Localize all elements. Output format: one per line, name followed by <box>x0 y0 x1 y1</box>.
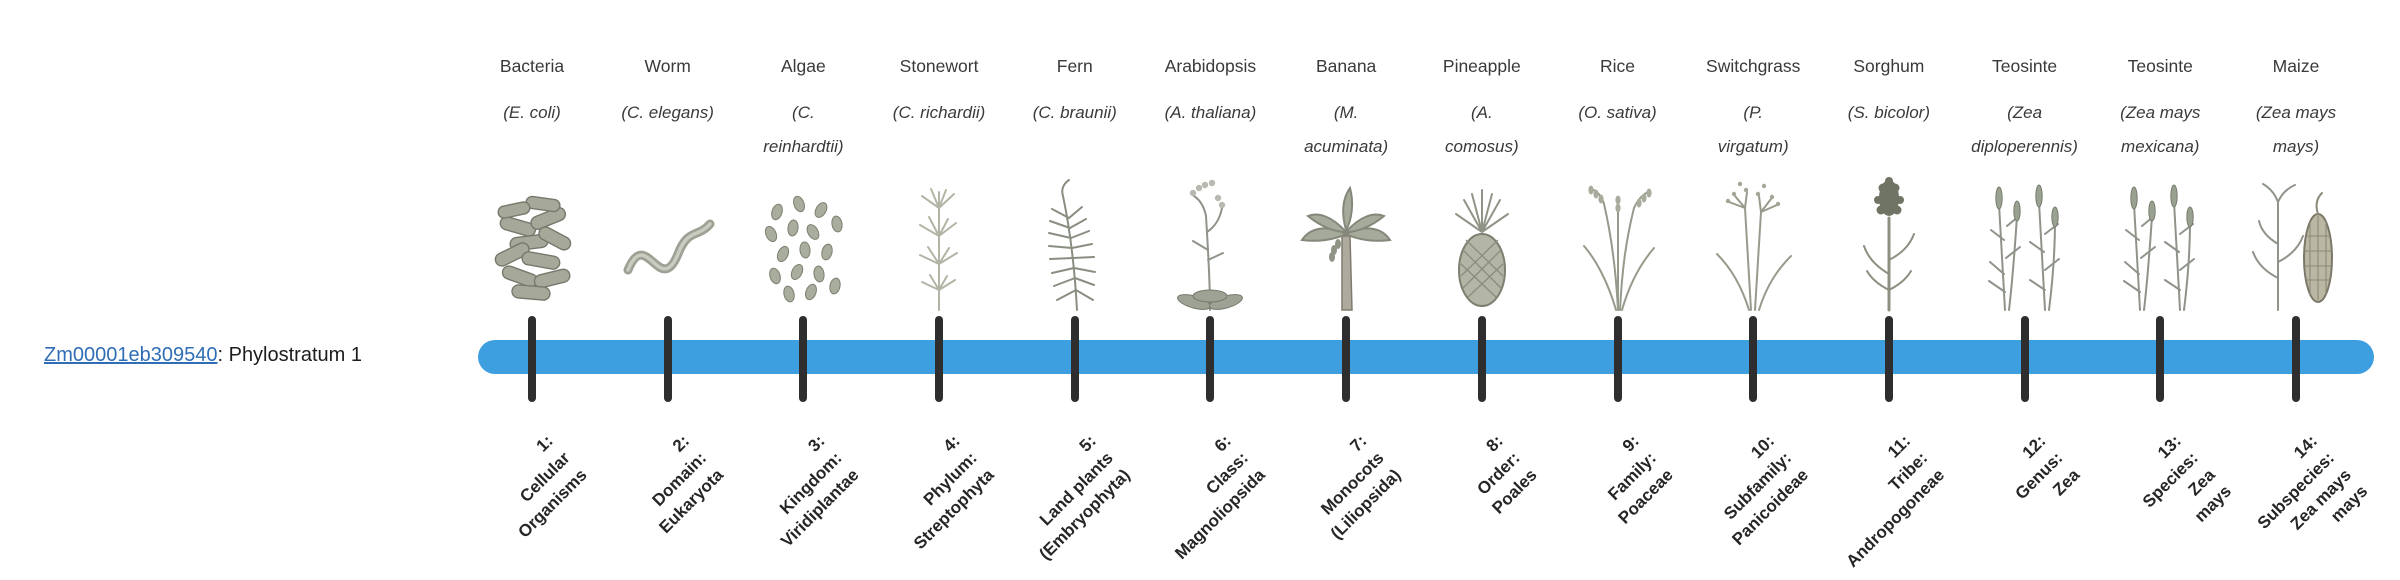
organism-name: Rice <box>1600 56 1636 76</box>
organism-scientific-name: (E. coli) <box>503 103 561 122</box>
phylostratum-tick <box>1070 316 1079 402</box>
organism-scientific-name: (A. thaliana) <box>1164 103 1257 122</box>
rice-icon <box>1566 172 1670 314</box>
organism-name: Fern <box>1056 56 1093 76</box>
organism-name: Bacteria <box>499 56 565 76</box>
fern-icon <box>1023 172 1127 314</box>
worm-icon <box>616 172 720 314</box>
phylostratum-label: 6: Class: Magnoliopsida <box>1171 431 1269 563</box>
phylostratum-label: 11: Tribe: Andropogoneae <box>1841 431 1948 571</box>
phylostratum-tick <box>2020 316 2029 402</box>
phylostratum-label: 8: Order: Poales <box>1473 431 1541 518</box>
phylostratum-tick <box>1749 316 1758 402</box>
organism-scientific-name: (A. comosus) <box>1444 103 1519 156</box>
organism-scientific-name: (C. richardii) <box>892 103 986 122</box>
organism-name: Arabidopsis <box>1164 56 1257 76</box>
phylostratum-label: 3: Kingdom: Viridiplantae <box>775 431 862 551</box>
organism-scientific-name: (C. braunii) <box>1032 103 1117 122</box>
phylostratum-label: 4: Phylum: Streptophyta <box>910 431 998 553</box>
gene-label: Zm00001eb309540: Phylostratum 1 <box>44 344 362 367</box>
organism-scientific-name: (O. sativa) <box>1578 103 1657 122</box>
organism-name: Switchgrass <box>1706 56 1801 76</box>
phylostratum-label: 5: Land plants (Embryophyta) <box>1035 431 1134 564</box>
organism-name: Banana <box>1315 56 1377 76</box>
organism-name: Algae <box>780 56 826 76</box>
organism-name: Worm <box>644 56 691 76</box>
organism-name: Pineapple <box>1442 56 1521 76</box>
organism-name: Teosinte <box>2127 56 2193 76</box>
switchgrass-icon <box>1701 172 1805 314</box>
phylostratum-label: 10: Subfamily: Panicoideae <box>1720 431 1812 549</box>
phylostratum-tick <box>935 316 944 402</box>
phylostratum-label: 9: Family: Poaceae <box>1603 431 1677 528</box>
organism-scientific-name: (M. acuminata) <box>1304 103 1389 156</box>
phylostratum-label: 13: Species: Zea mays <box>2139 431 2236 527</box>
organism-scientific-name: (S. bicolor) <box>1847 103 1930 122</box>
phylostratum-label: 14: Subspecies: Zea mays mays <box>2253 431 2372 534</box>
organism-name: Maize <box>2272 56 2320 76</box>
phylostratum-tick <box>663 316 672 402</box>
phylostratum-tick <box>799 316 808 402</box>
organism-scientific-name: (C. reinhardtii) <box>763 103 844 156</box>
organism-scientific-name: (Zea mays mays) <box>2255 103 2337 156</box>
phylostratum-tick <box>1342 316 1351 402</box>
arabidopsis-icon <box>1158 172 1262 314</box>
stonewort-icon <box>887 172 991 314</box>
organism-scientific-name: (P. virgatum) <box>1717 103 1789 156</box>
phylostratum-tick <box>528 316 536 402</box>
organism-scientific-name: (Zea mays mexicana) <box>2120 103 2201 156</box>
organism-name: Stonewort <box>899 56 979 76</box>
organism-name: Sorghum <box>1853 56 1925 76</box>
banana-icon <box>1294 172 1398 314</box>
phylostrata-bar <box>478 340 2374 374</box>
pineapple-icon <box>1430 172 1534 314</box>
organism-scientific-name: (C. elegans) <box>621 103 714 122</box>
sorghum-icon <box>1837 172 1941 314</box>
phylostratum-label: 2: Domain: Eukaryota <box>647 431 727 537</box>
organism-scientific-name: (Zea diploperennis) <box>1971 103 2078 156</box>
phylostratum-label: 1: Cellular Organisms <box>514 431 591 542</box>
organism-name: Teosinte <box>1991 56 2058 76</box>
phylostratum-tick <box>1613 316 1622 402</box>
phylostratum-tick <box>1884 316 1893 402</box>
phylostratum-tick <box>2156 316 2165 402</box>
gene-phylostratum-text: : Phylostratum 1 <box>217 344 362 366</box>
bacteria-icon <box>480 172 584 314</box>
phylostratum-tick <box>1206 316 1215 402</box>
teosinte-icon <box>2108 172 2212 314</box>
phylostratum-tick <box>1477 316 1486 402</box>
algae-icon <box>751 172 855 314</box>
phylostratum-tick <box>2291 316 2300 402</box>
maize-icon <box>2244 172 2348 314</box>
gene-id-link[interactable]: Zm00001eb309540 <box>44 344 218 366</box>
teosinte-icon <box>1973 172 2077 314</box>
phylostratum-label: 7: Monocots (Liliopsida) <box>1317 431 1405 543</box>
phylostratum-label: 12: Genus: Zea <box>2011 431 2084 504</box>
